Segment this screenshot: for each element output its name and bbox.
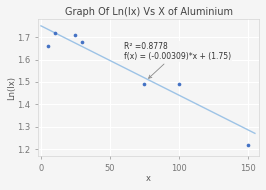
Text: R² =0.8778
f(x) = (-0.00309)*x + (1.75): R² =0.8778 f(x) = (-0.00309)*x + (1.75) [124, 42, 231, 78]
Point [73, 33, 78, 36]
Point [46, 44, 50, 48]
Point [53, 31, 57, 34]
Y-axis label: Ln(Ix): Ln(Ix) [7, 76, 16, 100]
Point [142, 83, 147, 86]
X-axis label: x: x [146, 174, 151, 183]
Title: Graph Of Ln(Ix) Vs X of Aluminium: Graph Of Ln(Ix) Vs X of Aluminium [65, 7, 233, 17]
Point [246, 143, 250, 146]
Point [177, 83, 181, 86]
Point [80, 40, 85, 43]
